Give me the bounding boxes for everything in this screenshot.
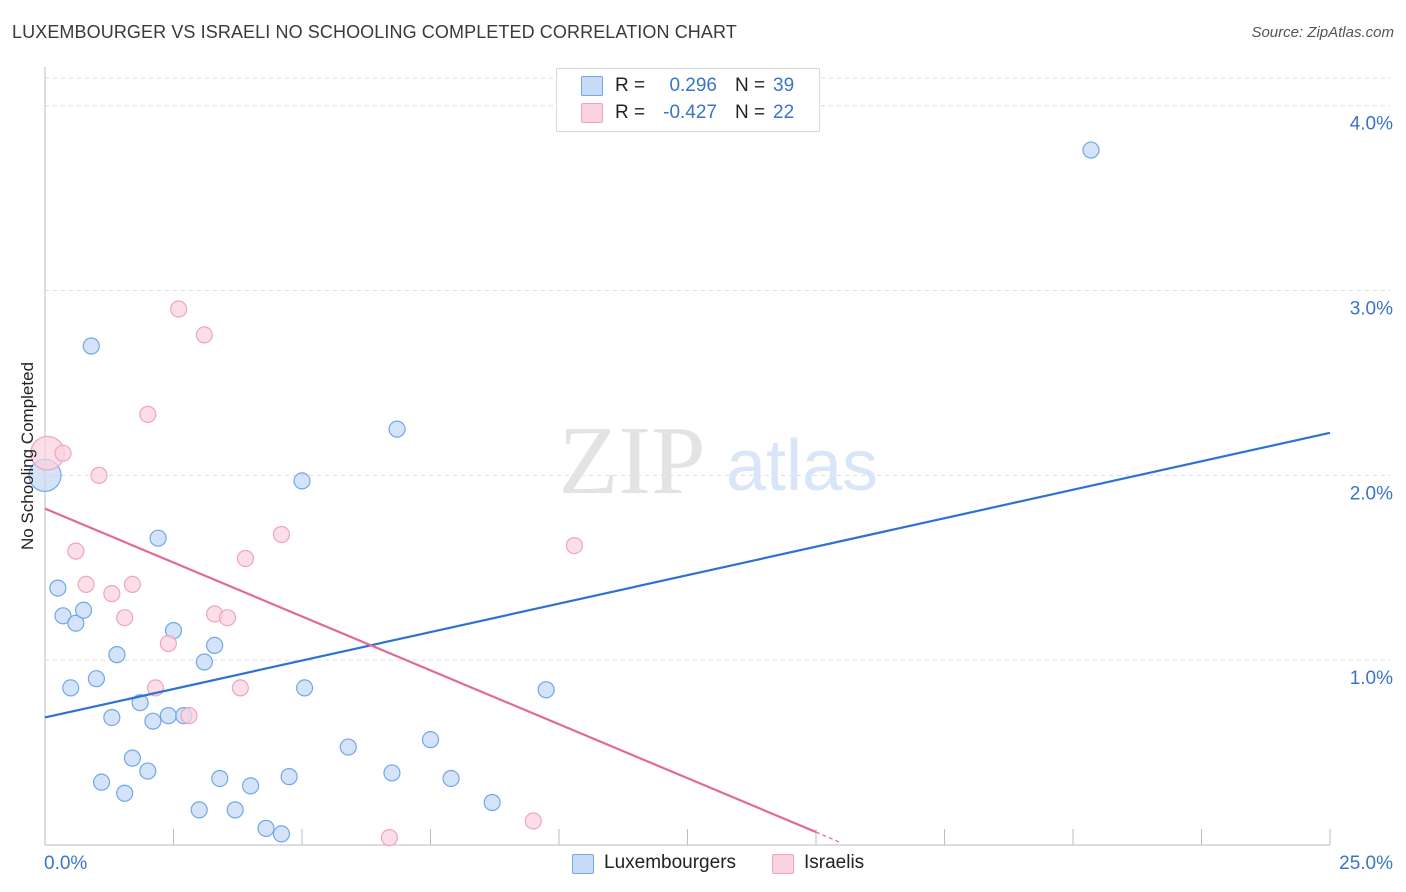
data-points [28,141,1100,847]
n-label: N = [735,75,766,96]
luxembourger-point [280,768,298,786]
luxembourger-point [139,762,157,780]
chart-title: LUXEMBOURGER VS ISRAELI NO SCHOOLING COM… [12,22,737,42]
luxembourger-point [82,337,100,355]
israeli-point [54,444,72,462]
trend-lines [44,431,1331,844]
tick-labels: 1.0% 2.0% 3.0% 4.0% 0.0% 25.0% [44,114,1393,874]
luxembourger-point [293,472,311,490]
israeli-point [123,575,141,594]
y-tick-label: 3.0% [1350,299,1393,320]
israeli-point [180,707,198,725]
israeli-point [236,549,255,568]
israeli-point [231,679,249,697]
luxembourger-point [123,749,141,767]
luxembourger-point [62,679,80,697]
israeli-point [524,812,542,830]
luxembourger-point [421,731,440,749]
watermark-atlas: atlas [726,426,878,506]
israeli-point [159,634,177,653]
x-tick-label-min: 0.0% [44,853,87,874]
blue-swatch [581,76,603,96]
luxembourger-point [87,670,106,688]
y-tick-label: 4.0% [1350,114,1393,135]
luxembourger-point [159,707,177,725]
israeli-point [116,609,134,627]
luxembourger-point [190,801,208,819]
luxembourger-point [92,773,111,791]
y-tick-label: 1.0% [1350,668,1393,689]
luxembourger-trend-line [44,431,1331,719]
israeli-point [139,405,157,423]
israeli-point [195,326,213,344]
luxembourger-point [295,679,314,697]
luxembourger-point [383,764,401,782]
stats-row-israelis: R = -0.427 N = 22 [557,102,819,126]
israeli-trend-line [44,507,817,834]
israeli-point [218,609,237,627]
r-label: R = [615,102,646,123]
luxembourger-point [144,712,162,730]
luxembourger-point [272,825,291,843]
israeli-point [565,536,584,555]
luxembourger-point [206,636,224,654]
y-axis-label: No Schooling Completed [18,361,37,551]
israeli-point [170,300,188,318]
pink-swatch [581,103,603,123]
luxembourger-point [195,653,213,671]
legend-swatch-blue [572,854,594,874]
luxembourger-point [442,769,460,788]
israeli-point [77,575,95,594]
source-note: Source: ZipAtlas.com [1251,24,1394,41]
luxembourger-point [1082,141,1100,159]
israeli-point [272,525,291,544]
luxembourger-point [67,614,85,632]
n-value: 22 [773,102,795,123]
israeli-point [67,542,85,560]
r-value: -0.427 [663,102,717,123]
n-value: 39 [773,75,795,96]
luxembourger-point [103,708,121,727]
luxembourger-point [388,420,406,438]
israeli-trend-extension [815,831,842,844]
x-tick-label-max: 25.0% [1339,853,1393,874]
luxembourger-point [211,769,229,788]
grid [45,77,1390,661]
luxembourger-point [483,793,501,812]
legend-label: Luxembourgers [604,852,737,873]
watermark-zip: ZIP [559,407,706,515]
luxembourger-point [131,694,149,712]
luxembourger-point [54,607,72,625]
watermark: ZIP atlas [559,407,879,515]
luxembourger-point [116,784,134,802]
israeli-point [380,829,398,847]
r-label: R = [615,75,646,96]
luxembourger-point [74,601,93,619]
israeli-point [90,466,108,484]
luxembourger-point [242,777,260,795]
luxembourger-point [537,681,555,699]
luxembourger-point [49,579,67,597]
luxembourger-point [339,738,357,756]
stats-box: R = 0.296 N = 39 R = -0.427 N = 22 [556,68,820,132]
israeli-point [103,585,121,603]
legend-swatch-pink [772,854,794,874]
y-tick-label: 2.0% [1350,483,1393,504]
n-label: N = [735,102,766,123]
luxembourger-point [108,646,126,664]
luxembourger-point [257,819,275,837]
stats-row-luxembourgers: R = 0.296 N = 39 [557,75,819,99]
legend-label: Israelis [804,852,865,873]
r-value: 0.296 [669,75,717,96]
luxembourger-point [149,529,167,547]
luxembourger-point [226,801,244,819]
